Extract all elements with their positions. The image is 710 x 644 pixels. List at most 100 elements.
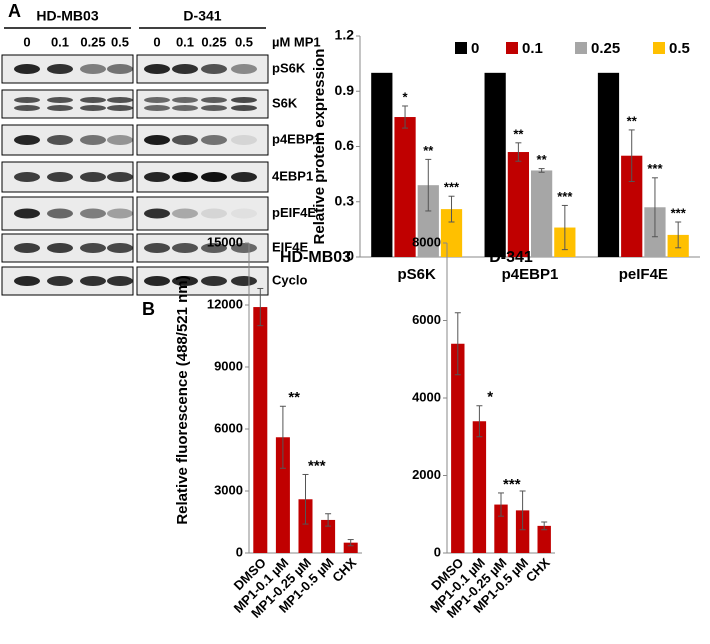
blot-band	[231, 64, 257, 74]
blot-band	[144, 135, 170, 145]
significance: *	[403, 89, 409, 104]
blot-band	[14, 172, 40, 182]
blot-band	[144, 276, 170, 286]
blot-band	[201, 208, 227, 219]
blot-band	[80, 97, 106, 103]
y-tick-label: 15000	[207, 234, 243, 249]
y-tick-label: 6000	[412, 312, 441, 327]
protein-label: p4EBP1	[272, 131, 321, 146]
significance: *	[487, 389, 493, 406]
y-tick-label: 0	[346, 248, 354, 264]
y-tick-label: 1.2	[335, 27, 355, 43]
protein-label: 4EBP1	[272, 168, 313, 183]
blot-band	[14, 208, 40, 219]
blot-band	[14, 135, 40, 145]
legend-swatch	[653, 42, 665, 54]
significance: ***	[647, 161, 663, 176]
x-tick-label: pS6K	[397, 266, 436, 283]
blot-band	[231, 135, 257, 145]
blot-band	[172, 135, 198, 145]
dose-label: 0.5	[111, 34, 129, 49]
x-tick-label: p4EBP1	[502, 266, 559, 283]
bar	[597, 72, 620, 257]
blot-band	[47, 64, 73, 74]
chart-title: D-341	[489, 249, 533, 266]
y-axis-title: Relative protein expression	[311, 49, 328, 245]
y-tick-label: 0	[236, 544, 243, 559]
blot-band	[47, 135, 73, 145]
dose-unit: µM MP1	[272, 34, 321, 49]
chart-title: HD-MB03	[280, 249, 351, 266]
bar	[537, 525, 551, 553]
blot-band	[80, 243, 106, 253]
significance: ***	[671, 205, 687, 220]
legend-swatch	[575, 42, 587, 54]
significance: ***	[444, 180, 460, 195]
bar	[484, 72, 506, 257]
blot-band	[201, 243, 227, 253]
bar	[621, 155, 643, 257]
blot-band	[144, 64, 170, 74]
bar	[343, 542, 358, 553]
dose-label: 0.25	[80, 34, 105, 49]
y-tick-label: 9000	[214, 358, 243, 373]
blot-band	[201, 172, 227, 182]
blot-band	[80, 105, 106, 111]
blot-band	[144, 105, 170, 111]
protein-label: EIF4E	[272, 239, 308, 254]
blot-band	[172, 276, 198, 286]
blot-band	[107, 135, 133, 145]
blot-band	[231, 276, 257, 286]
blot-band	[107, 172, 133, 182]
bar	[440, 209, 463, 257]
blot-band	[231, 105, 257, 111]
cell-line-label: D-341	[183, 8, 221, 24]
blot-band	[231, 243, 257, 253]
bar	[515, 510, 530, 553]
legend-swatch	[455, 42, 467, 54]
legend-label: 0	[471, 40, 479, 57]
blot-band	[201, 276, 227, 286]
blot-band	[80, 208, 106, 219]
y-tick-label: 0.6	[335, 137, 355, 153]
dose-label: 0.5	[235, 34, 253, 49]
legend-label: 0.25	[591, 40, 620, 57]
blot-band	[144, 243, 170, 253]
y-tick-label: 12000	[207, 296, 243, 311]
panel-label: B	[142, 299, 155, 319]
blot-band	[80, 276, 106, 286]
y-tick-label: 8000	[412, 234, 441, 249]
blot-band	[14, 105, 40, 111]
significance: **	[513, 126, 524, 141]
blot-band	[172, 97, 198, 103]
blot-band	[107, 97, 133, 103]
y-tick-label: 0.3	[335, 192, 355, 208]
bar	[371, 72, 393, 257]
x-tick-label: peIF4E	[619, 266, 668, 283]
significance: **	[627, 113, 638, 128]
blot-band	[47, 172, 73, 182]
blot-band	[107, 276, 133, 286]
bar	[394, 117, 416, 258]
bar	[451, 343, 465, 553]
blot-band	[14, 243, 40, 253]
blot-band	[144, 172, 170, 182]
protein-label: Cyclo	[272, 272, 307, 287]
blot-band	[14, 97, 40, 103]
dose-label: 0.1	[176, 34, 194, 49]
blot-band	[172, 208, 198, 219]
blot-band	[80, 64, 106, 74]
blot-band	[107, 243, 133, 253]
blot-band	[144, 208, 170, 219]
blot-band	[107, 105, 133, 111]
blot-band	[172, 105, 198, 111]
significance: ***	[308, 457, 326, 474]
blot-band	[107, 208, 133, 219]
blot-band	[14, 64, 40, 74]
blot-band	[201, 135, 227, 145]
bar	[507, 152, 529, 257]
blot-strip	[136, 196, 269, 231]
blot-band	[14, 276, 40, 286]
significance: **	[423, 143, 434, 158]
x-tick-label: CHX	[523, 555, 553, 585]
